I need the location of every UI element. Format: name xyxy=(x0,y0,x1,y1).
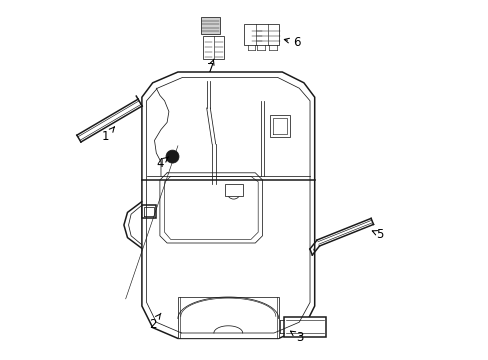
Ellipse shape xyxy=(227,186,240,199)
Polygon shape xyxy=(269,115,289,137)
Polygon shape xyxy=(178,297,278,338)
Polygon shape xyxy=(224,184,242,196)
FancyBboxPatch shape xyxy=(284,317,325,337)
Text: 1: 1 xyxy=(102,127,114,143)
Text: 7: 7 xyxy=(206,59,214,75)
Circle shape xyxy=(166,150,179,163)
Text: 4: 4 xyxy=(156,157,168,170)
FancyBboxPatch shape xyxy=(203,36,224,59)
FancyBboxPatch shape xyxy=(244,24,278,45)
Text: 3: 3 xyxy=(290,331,304,344)
Text: 6: 6 xyxy=(284,36,300,49)
Text: 2: 2 xyxy=(149,313,161,330)
Polygon shape xyxy=(142,205,156,218)
FancyBboxPatch shape xyxy=(201,17,220,34)
Text: 5: 5 xyxy=(371,228,383,240)
Polygon shape xyxy=(142,72,314,338)
